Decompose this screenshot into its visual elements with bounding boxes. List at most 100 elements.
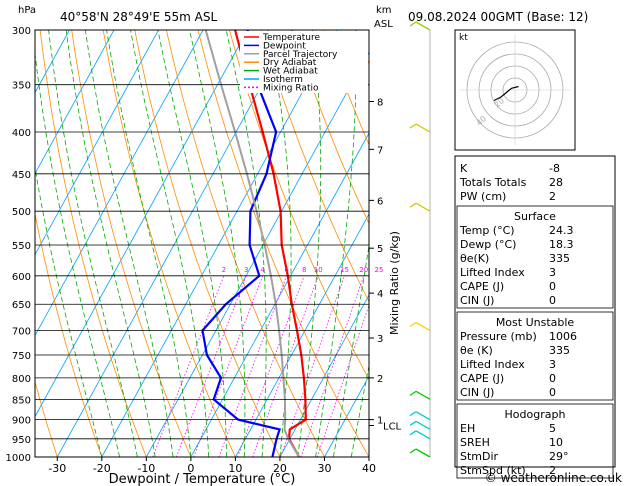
wind-barb — [415, 411, 431, 421]
legend-box — [240, 31, 368, 93]
isotherm-line — [190, 132, 369, 457]
temperature-tick-label: 40 — [362, 462, 376, 475]
table-row-label: CIN (J) — [460, 294, 494, 307]
legend-label: Parcel Trajectory — [263, 50, 338, 60]
wind-barb-flag — [409, 321, 417, 328]
legend-label: Dry Adiabat — [263, 58, 317, 68]
pressure-tick-label: 950 — [12, 435, 31, 446]
temperature-tick-label: 30 — [317, 462, 331, 475]
table-row-label: K — [460, 162, 468, 175]
wind-barb — [415, 202, 431, 212]
table-row-label: CAPE (J) — [460, 372, 504, 385]
table-row-label: Temp (°C) — [459, 224, 515, 237]
mixing-ratio-label: 15 — [340, 266, 349, 274]
table-row-label: Lifted Index — [460, 358, 525, 371]
wet-adiabat-line — [189, 30, 246, 457]
plot-frame — [34, 29, 370, 458]
height-tick-label: 3 — [377, 334, 383, 345]
mixing-ratio-label: 6 — [284, 266, 289, 274]
wind-barb-flag — [409, 430, 417, 436]
dry-adiabat-line — [71, 30, 192, 457]
mixing-ratio-line — [175, 275, 247, 457]
wet-adiabat-line — [48, 30, 138, 457]
isotherm-line — [324, 375, 369, 457]
wind-barb — [415, 123, 431, 133]
table-row-value: 3 — [549, 358, 556, 371]
thermo-plot: 2 3 4 6 8 10 15 20 25 30035040045050055060065070… — [6, 26, 384, 486]
isotherm-line — [235, 213, 369, 457]
height-tick-label: 1 — [377, 416, 383, 427]
table-row-value: 5 — [549, 422, 556, 435]
wet-adiabat-line — [315, 30, 357, 457]
table-row-label: PW (cm) — [460, 190, 506, 203]
table-row-label: Pressure (mb) — [460, 330, 537, 343]
pressure-tick-label: 1000 — [6, 453, 31, 464]
mixing-ratio-label: 8 — [302, 266, 306, 274]
isotherm-line — [35, 30, 115, 175]
mixing-ratio-line — [316, 303, 369, 457]
wind-barb-flag — [409, 411, 417, 417]
table-row-value: 18.3 — [549, 238, 574, 251]
table-row-value: 3 — [549, 266, 556, 279]
temperature-tick-label: 20 — [273, 462, 287, 475]
height-tick-label: 8 — [377, 97, 383, 108]
height-tick-label: 2 — [377, 374, 383, 385]
mixing-ratio-labels: 2 3 4 6 8 10 15 20 25 — [222, 266, 384, 274]
hodograph-unit: kt — [459, 33, 468, 43]
temperature-tick-label: -30 — [48, 462, 66, 475]
mixing-ratio-label: 25 — [375, 266, 384, 274]
wind-barb — [415, 420, 431, 430]
pressure-tick-label: 350 — [12, 81, 31, 92]
x-axis-label: Dewpoint / Temperature (°C) — [109, 472, 296, 486]
wind-barb — [415, 430, 431, 440]
pressure-gridlines — [35, 29, 369, 458]
pressure-tick-label: 800 — [12, 374, 31, 385]
dry-adiabat-line — [166, 30, 325, 457]
table-row-value: -8 — [549, 162, 560, 175]
table-section-frame — [456, 311, 614, 401]
table-row-value: 29° — [549, 450, 569, 463]
temperature-axis: -30 -20 -10 0 10 20 30 40 — [48, 457, 376, 475]
table-row-label: Lifted Index — [460, 266, 525, 279]
pressure-axis: 300 350 400 450 500 550 600 650 700 750 800 850 900 9… — [6, 26, 31, 464]
wind-barb-flag — [409, 420, 417, 426]
height-tick-label: 4 — [377, 289, 383, 300]
table-row-value: 0 — [549, 386, 556, 399]
legend-label: Mixing Ratio — [263, 83, 319, 93]
mixing-ratio-line — [252, 275, 319, 457]
mixing-ratio-label: 3 — [244, 266, 248, 274]
wind-barb-flag — [409, 390, 417, 396]
table-section-frame — [456, 205, 614, 309]
isotherm-line — [56, 30, 293, 457]
table-row-value: 2 — [549, 464, 556, 477]
hodograph-trace — [493, 85, 519, 102]
forecast-datetime: 09.08.2024 00GMT (Base: 12) — [408, 10, 588, 24]
pressure-tick-label: 500 — [12, 207, 31, 218]
table-row-value: 24.3 — [549, 224, 574, 237]
legend-label: Dewpoint — [263, 41, 306, 51]
wind-barb-flag — [409, 448, 417, 454]
wind-barb — [415, 321, 431, 332]
isotherm-line — [35, 30, 204, 337]
pressure-tick-label: 900 — [12, 416, 31, 427]
table-row-label: θe (K) — [460, 344, 493, 357]
table-section-title: Surface — [514, 210, 556, 223]
isotherm-line — [101, 30, 338, 457]
table-row-label: StmSpd (kt) — [460, 464, 526, 477]
table-row-label: EH — [460, 422, 475, 435]
table-row-label: SREH — [460, 436, 490, 449]
sounding-series — [201, 30, 307, 457]
km-unit: km — [376, 5, 392, 16]
table-row-value: 0 — [549, 372, 556, 385]
height-tick-label: LCL — [383, 421, 402, 432]
pressure-tick-label: 600 — [12, 272, 31, 283]
legend-label: Temperature — [262, 33, 320, 43]
table-row-label: θe(K) — [460, 252, 489, 265]
wind-barbs — [409, 21, 431, 458]
wind-barb-flag — [409, 123, 417, 129]
mixing-ratio-line — [193, 275, 263, 457]
